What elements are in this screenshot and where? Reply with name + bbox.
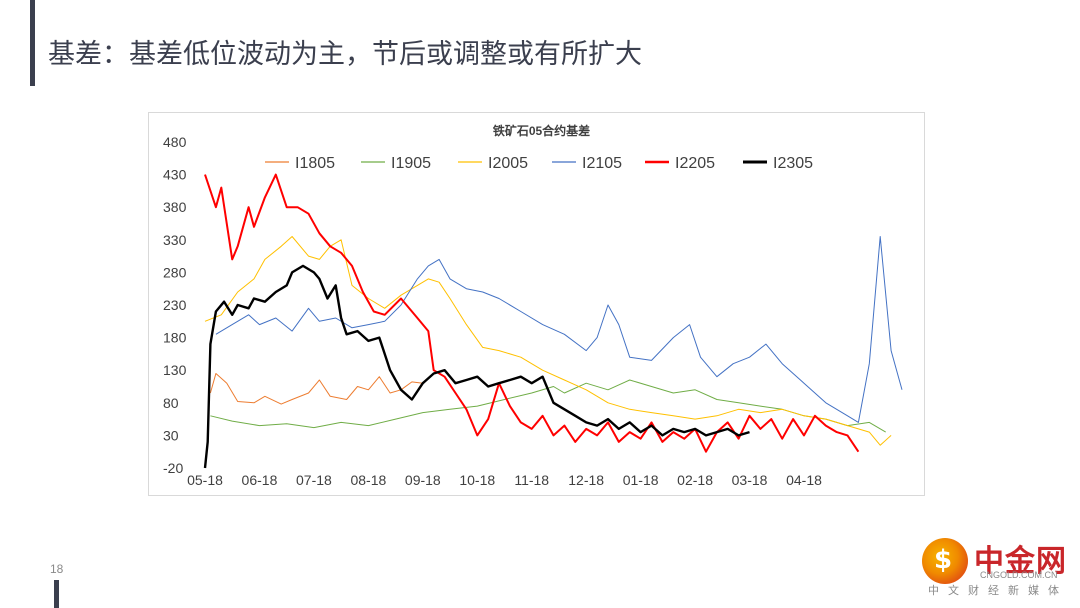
y-tick-label: -20 [163,460,183,476]
series-line-i2005 [204,236,892,446]
legend-label-i1905: I1905 [391,155,431,172]
logo-tagline: 中文财经新媒体 [928,584,1068,597]
legend-label-i1805: I1805 [295,155,335,172]
brand-logo: $ 中金网 CNGOLD.COM.CN 中文财经新媒体 [922,534,1072,604]
legend-label-i2005: I2005 [488,155,528,172]
logo-name: 中金网 [974,544,1067,579]
chart-title: 铁矿石05合约基差 [493,123,590,138]
series-line-i2105 [215,236,903,423]
x-tick-label: 06-18 [242,472,278,488]
x-tick-label: 09-18 [405,472,441,488]
chart-frame: 铁矿石05合约基差 480 430 380 330 280 230 180 130 80 30 -20… [148,112,925,496]
y-tick-label: 330 [163,232,187,248]
y-tick-label: 180 [163,330,187,346]
x-tick-label: 10-18 [459,472,495,488]
legend-label-i2105: I2105 [582,155,622,172]
y-tick-label: 480 [163,134,187,150]
x-tick-label: 04-18 [786,472,822,488]
y-tick-label: 130 [163,362,187,378]
x-tick-label: 12-18 [568,472,604,488]
x-tick-label: 05-18 [187,472,223,488]
series-line-i2305 [203,264,750,469]
bottom-accent-bar [54,580,59,608]
series-line-i1805 [209,373,423,405]
x-tick-label: 07-18 [296,472,332,488]
x-tick-label: 01-18 [623,472,659,488]
series-line-i2205 [204,173,860,453]
legend-label-i2205: I2205 [675,155,715,172]
y-tick-label: 380 [163,199,187,215]
title-accent-bar [30,0,35,86]
page-number: 18 [50,562,64,576]
y-tick-label: 80 [163,395,179,411]
chart-svg: 铁矿石05合约基差 480 430 380 330 280 230 180 130 80 30 -20… [163,123,903,488]
x-tick-label: 03-18 [732,472,768,488]
y-tick-label: 280 [163,264,187,280]
y-tick-label: 430 [163,167,187,183]
y-tick-label: 30 [163,427,179,443]
y-tick-label: 230 [163,297,187,313]
logo-mark-icon: $ [922,538,968,584]
logo-url: CNGOLD.COM.CN [980,570,1058,580]
x-tick-label: 11-18 [514,472,549,488]
x-tick-label: 02-18 [677,472,713,488]
x-tick-label: 08-18 [350,472,386,488]
legend-label-i2305: I2305 [773,155,813,172]
slide-title: 基差：基差低位波动为主，节后或调整或有所扩大 [48,39,642,70]
